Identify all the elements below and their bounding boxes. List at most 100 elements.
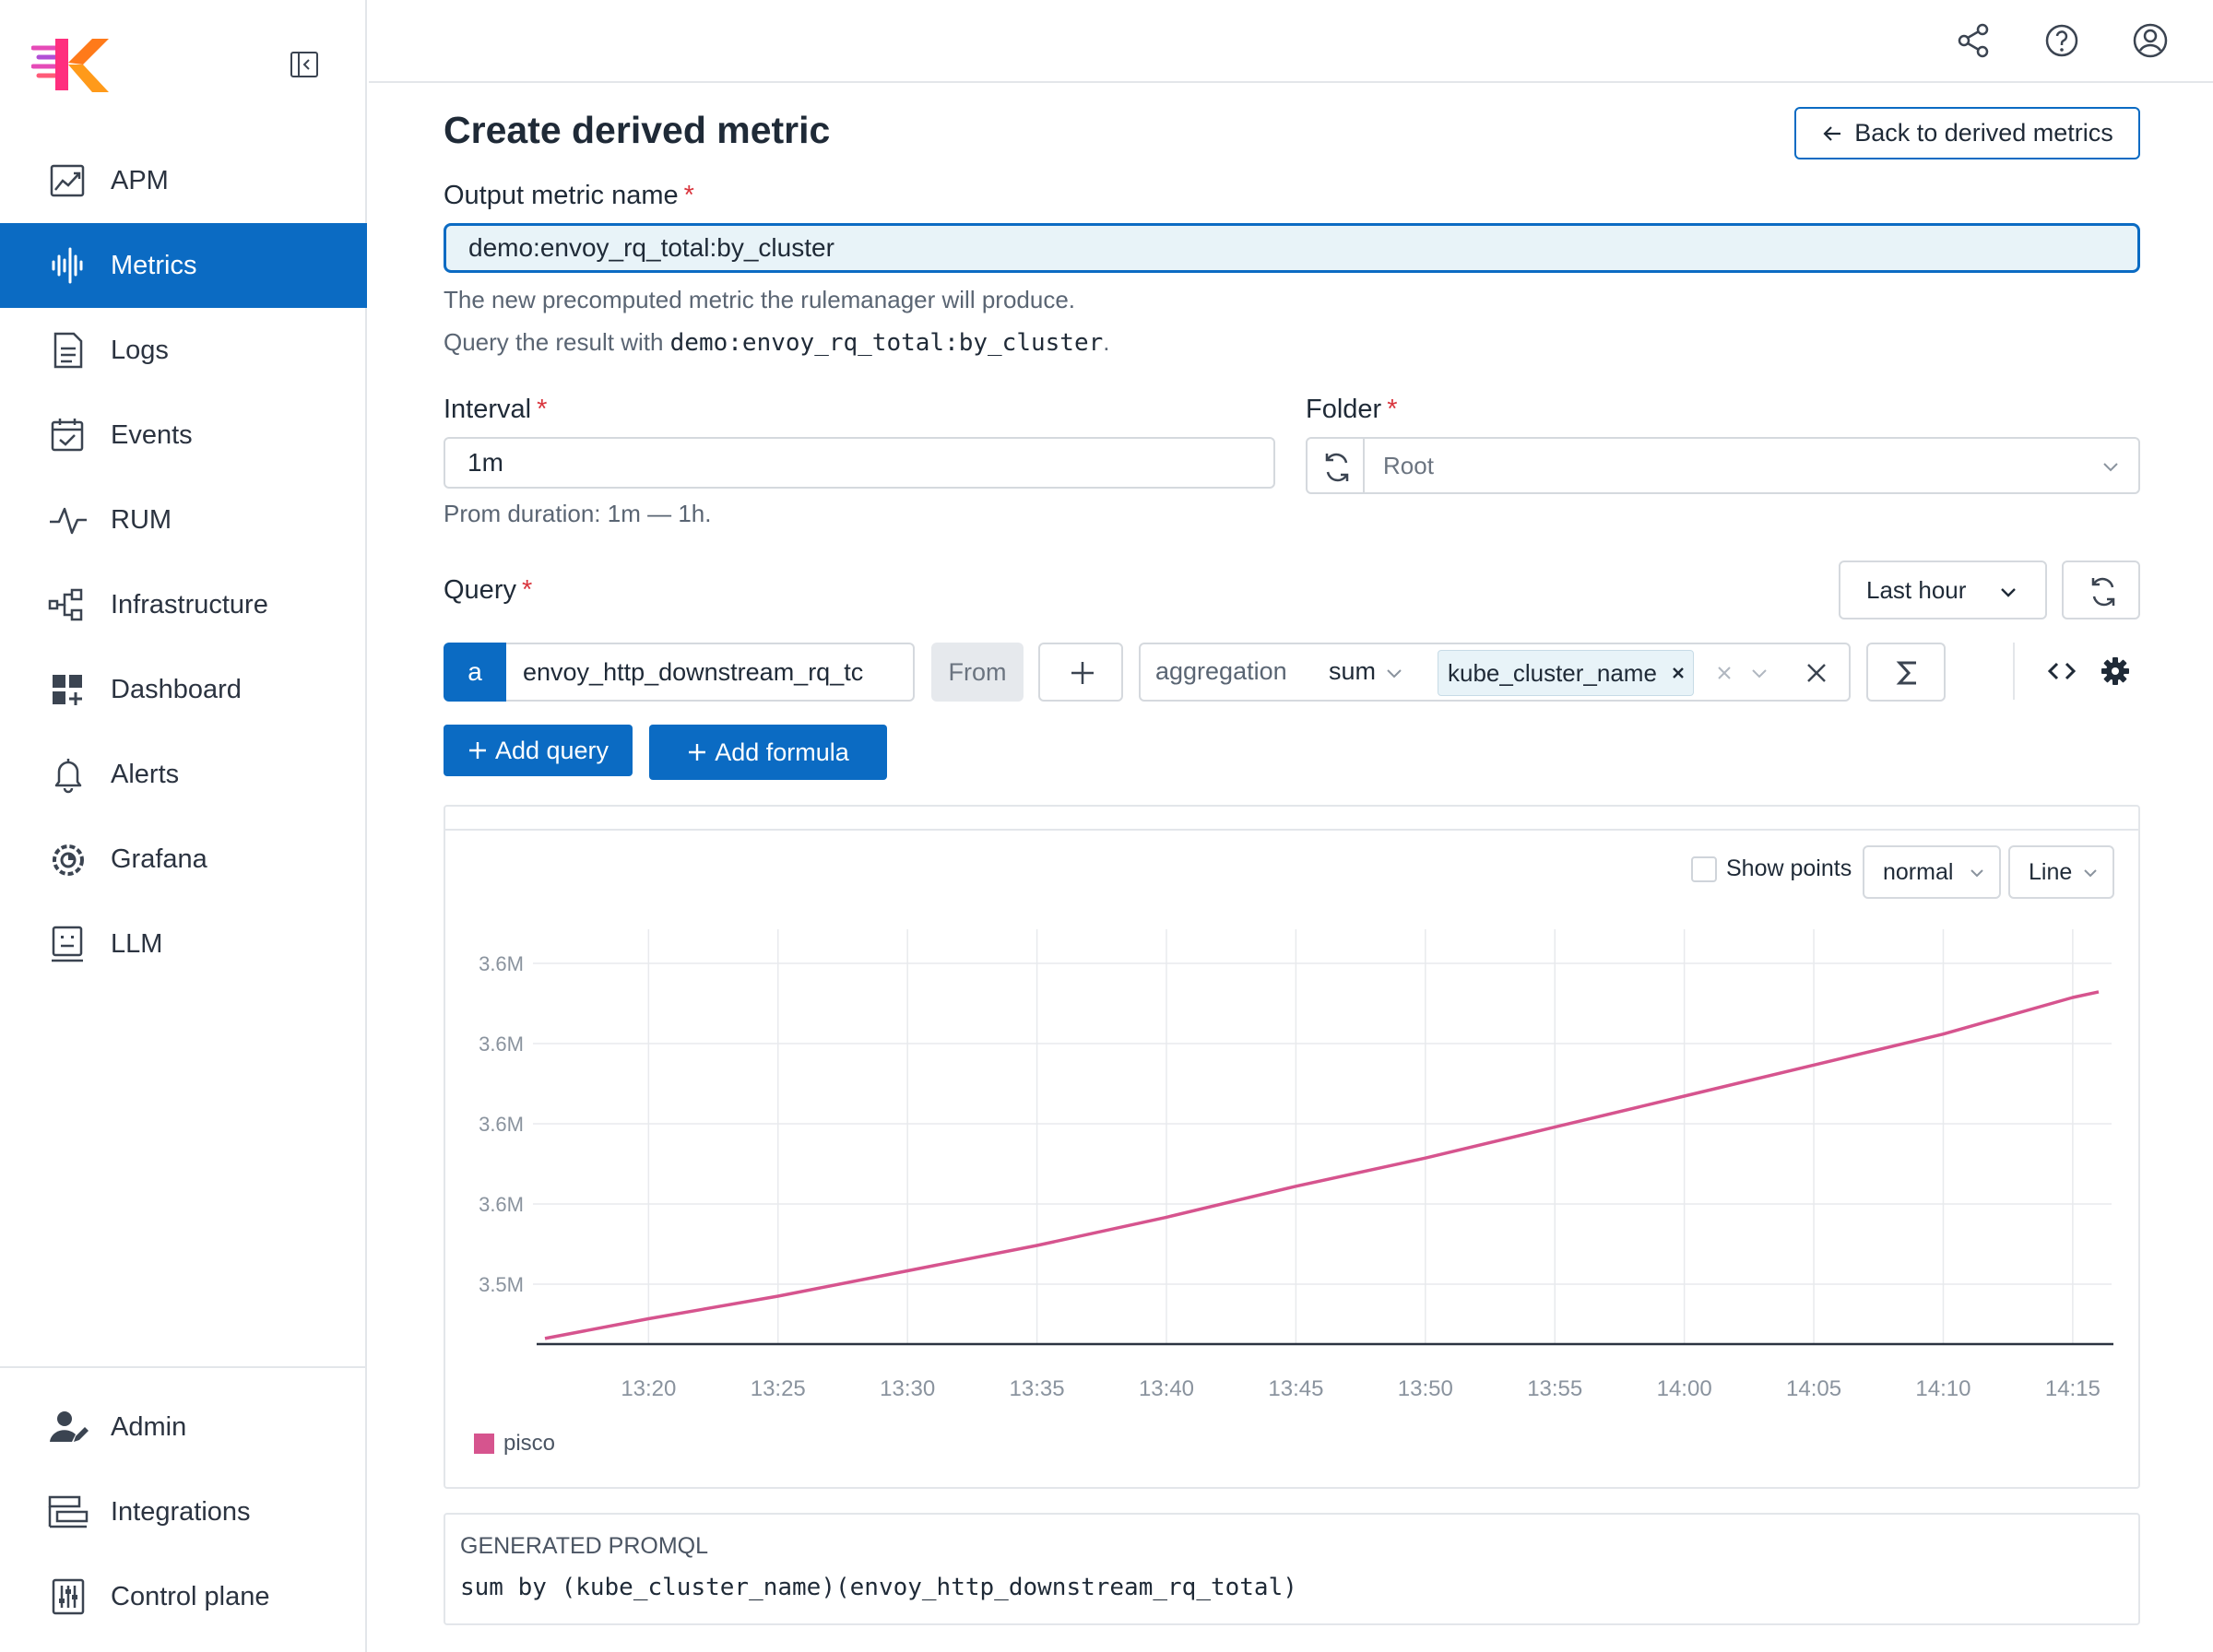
- query-letter-badge[interactable]: a: [444, 643, 506, 702]
- add-query-button[interactable]: Add query: [444, 725, 633, 776]
- aggregation-control: aggregation sum kube_cluster_name: [1139, 643, 1851, 702]
- collapse-sidebar-icon[interactable]: [290, 50, 319, 79]
- refresh-icon: [2091, 577, 2115, 607]
- chevron-down-icon[interactable]: [1384, 663, 1404, 683]
- show-points-label: Show points: [1726, 856, 1852, 881]
- top-bar: [369, 0, 2213, 83]
- pulse-icon: [50, 507, 87, 535]
- chart-legend[interactable]: pisco: [474, 1431, 555, 1457]
- time-range-select[interactable]: Last hour: [1839, 560, 2047, 620]
- folder-label: Folder *: [1306, 395, 1398, 425]
- metric-line-chart[interactable]: 3.6M 3.6M 3.6M 3.6M 3.5M 13:20 13:25 13:30 13:35…: [444, 922, 2139, 1438]
- app-logo[interactable]: [31, 35, 111, 94]
- folder-select-value: Root: [1383, 451, 1434, 479]
- sidebar-item-label: RUM: [111, 505, 172, 535]
- share-icon[interactable]: [1955, 22, 1992, 59]
- show-points-toggle[interactable]: Show points: [1691, 856, 1852, 882]
- user-icon[interactable]: [2132, 22, 2169, 59]
- from-filter-button[interactable]: From: [931, 643, 1024, 702]
- sidebar-item-label: Logs: [111, 336, 169, 365]
- sidebar-item-integrations[interactable]: Integrations: [0, 1469, 367, 1554]
- back-to-derived-metrics-button[interactable]: Back to derived metrics: [1794, 107, 2140, 159]
- sidebar-item-infrastructure[interactable]: Infrastructure: [0, 562, 367, 647]
- sidebar-item-grafana[interactable]: Grafana: [0, 817, 367, 902]
- aggregation-select[interactable]: sum: [1329, 657, 1377, 685]
- arrow-left-icon: [1823, 125, 1841, 141]
- metric-name-input[interactable]: envoy_http_downstream_rq_tc: [506, 643, 915, 702]
- sidebar-item-apm[interactable]: APM: [0, 138, 367, 223]
- clear-selection-icon[interactable]: [1714, 663, 1734, 683]
- sidebar-item-label: Grafana: [111, 844, 207, 874]
- interval-label-text: Interval: [444, 395, 532, 424]
- x-tick-label: 14:10: [1915, 1376, 1970, 1401]
- sidebar-item-logs[interactable]: Logs: [0, 308, 367, 393]
- add-formula-button[interactable]: Add formula: [649, 725, 887, 780]
- chart-panel: [444, 805, 2140, 1489]
- sidebar-item-label: LLM: [111, 929, 163, 959]
- y-tick-label: 3.6M: [479, 1032, 524, 1056]
- sidebar-item-label: Events: [111, 420, 193, 450]
- gear-icon[interactable]: [2099, 655, 2132, 688]
- functions-button[interactable]: [1866, 643, 1946, 702]
- sidebar-item-alerts[interactable]: Alerts: [0, 732, 367, 817]
- add-formula-label: Add formula: [715, 738, 849, 766]
- promql-title: GENERATED PROMQL: [460, 1533, 709, 1559]
- interval-input[interactable]: 1m: [444, 437, 1275, 489]
- y-tick-label: 3.5M: [479, 1273, 524, 1296]
- query-hint-prefix: Query the result with: [444, 328, 670, 356]
- sidebar-item-label: Admin: [111, 1412, 187, 1442]
- document-icon: [53, 332, 83, 369]
- x-tick-label: 13:50: [1398, 1376, 1453, 1401]
- sidebar-item-admin[interactable]: Admin: [0, 1385, 367, 1469]
- query-refresh-button[interactable]: [2062, 560, 2140, 620]
- chart-type-select[interactable]: Line: [2008, 845, 2114, 899]
- close-icon[interactable]: [1803, 659, 1830, 687]
- integrations-icon: [48, 1495, 89, 1528]
- output-metric-help: The new precomputed metric the rulemanag…: [444, 286, 1076, 313]
- sidebar-item-label: Metrics: [111, 251, 197, 280]
- sidebar-item-events[interactable]: Events: [0, 393, 367, 478]
- x-tick-label: 13:45: [1268, 1376, 1323, 1401]
- sidebar-item-label: Dashboard: [111, 675, 242, 704]
- remove-tag-icon[interactable]: [1667, 662, 1689, 684]
- sidebar-item-label: Alerts: [111, 760, 180, 789]
- hierarchy-icon: [48, 588, 83, 621]
- sidebar-divider: [0, 1366, 367, 1368]
- metrics-waveform-icon: [52, 247, 83, 284]
- legend-series-label: pisco: [503, 1431, 556, 1456]
- bell-icon: [54, 759, 82, 794]
- output-metric-name-input[interactable]: demo:envoy_rq_total:by_cluster: [444, 223, 2140, 273]
- add-filter-button[interactable]: [1038, 643, 1123, 702]
- sidebar-item-label: APM: [111, 166, 169, 195]
- query-hint-suffix: .: [1103, 328, 1110, 356]
- plus-icon: [468, 742, 486, 759]
- sidebar-item-control-plane[interactable]: Control plane: [0, 1554, 367, 1639]
- sidebar-item-label: Integrations: [111, 1497, 251, 1527]
- sidebar-item-dashboard[interactable]: Dashboard: [0, 647, 367, 732]
- folder-select[interactable]: Root: [1363, 437, 2140, 494]
- stack-mode-value: normal: [1883, 858, 1954, 885]
- y-tick-label: 3.6M: [479, 1193, 524, 1216]
- plus-icon: [1071, 662, 1094, 684]
- output-metric-label-text: Output metric name: [444, 181, 679, 210]
- required-marker: *: [1387, 395, 1398, 424]
- show-points-checkbox[interactable]: [1691, 856, 1717, 882]
- chart-type-value: Line: [2029, 858, 2073, 885]
- chevron-down-icon: [2084, 869, 2097, 878]
- folder-refresh-button[interactable]: [1306, 437, 1365, 494]
- time-range-value: Last hour: [1866, 575, 1967, 604]
- x-tick-label: 14:15: [2045, 1376, 2101, 1401]
- output-metric-label: Output metric name *: [444, 181, 694, 211]
- generated-promql-panel: GENERATED PROMQL sum by (kube_cluster_na…: [444, 1513, 2140, 1625]
- chevron-down-icon[interactable]: [1749, 663, 1769, 683]
- interval-help: Prom duration: 1m — 1h.: [444, 500, 712, 527]
- sidebar-item-rum[interactable]: RUM: [0, 478, 367, 562]
- y-tick-label: 3.6M: [479, 1113, 524, 1136]
- x-tick-label: 14:05: [1786, 1376, 1841, 1401]
- stack-mode-select[interactable]: normal: [1863, 845, 2001, 899]
- sigma-icon: [1896, 661, 1916, 685]
- sidebar-item-metrics[interactable]: Metrics: [0, 223, 367, 308]
- code-icon[interactable]: [2045, 655, 2078, 688]
- help-icon[interactable]: [2043, 22, 2080, 59]
- sidebar-item-llm[interactable]: LLM: [0, 902, 367, 986]
